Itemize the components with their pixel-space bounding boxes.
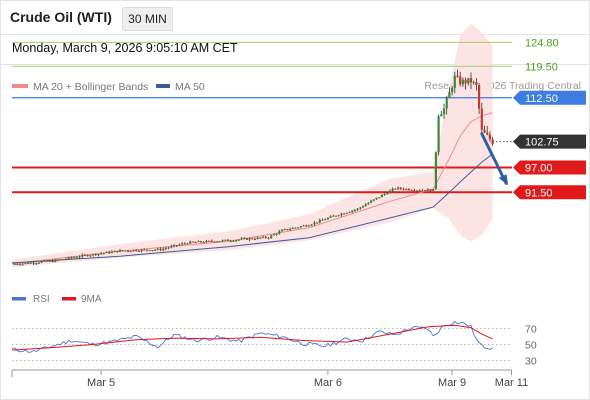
timeframe-button[interactable]: 30 MIN xyxy=(122,7,173,31)
header-divider xyxy=(0,64,588,65)
timestamp: Monday, March 9, 2026 9:05:10 AM CET xyxy=(12,41,238,55)
source-credit: Research © 2026 Trading Central xyxy=(424,80,581,92)
header-bar: Crude Oil (WTI) 30 MIN xyxy=(0,0,588,35)
instrument-title: Crude Oil (WTI) xyxy=(10,9,112,25)
